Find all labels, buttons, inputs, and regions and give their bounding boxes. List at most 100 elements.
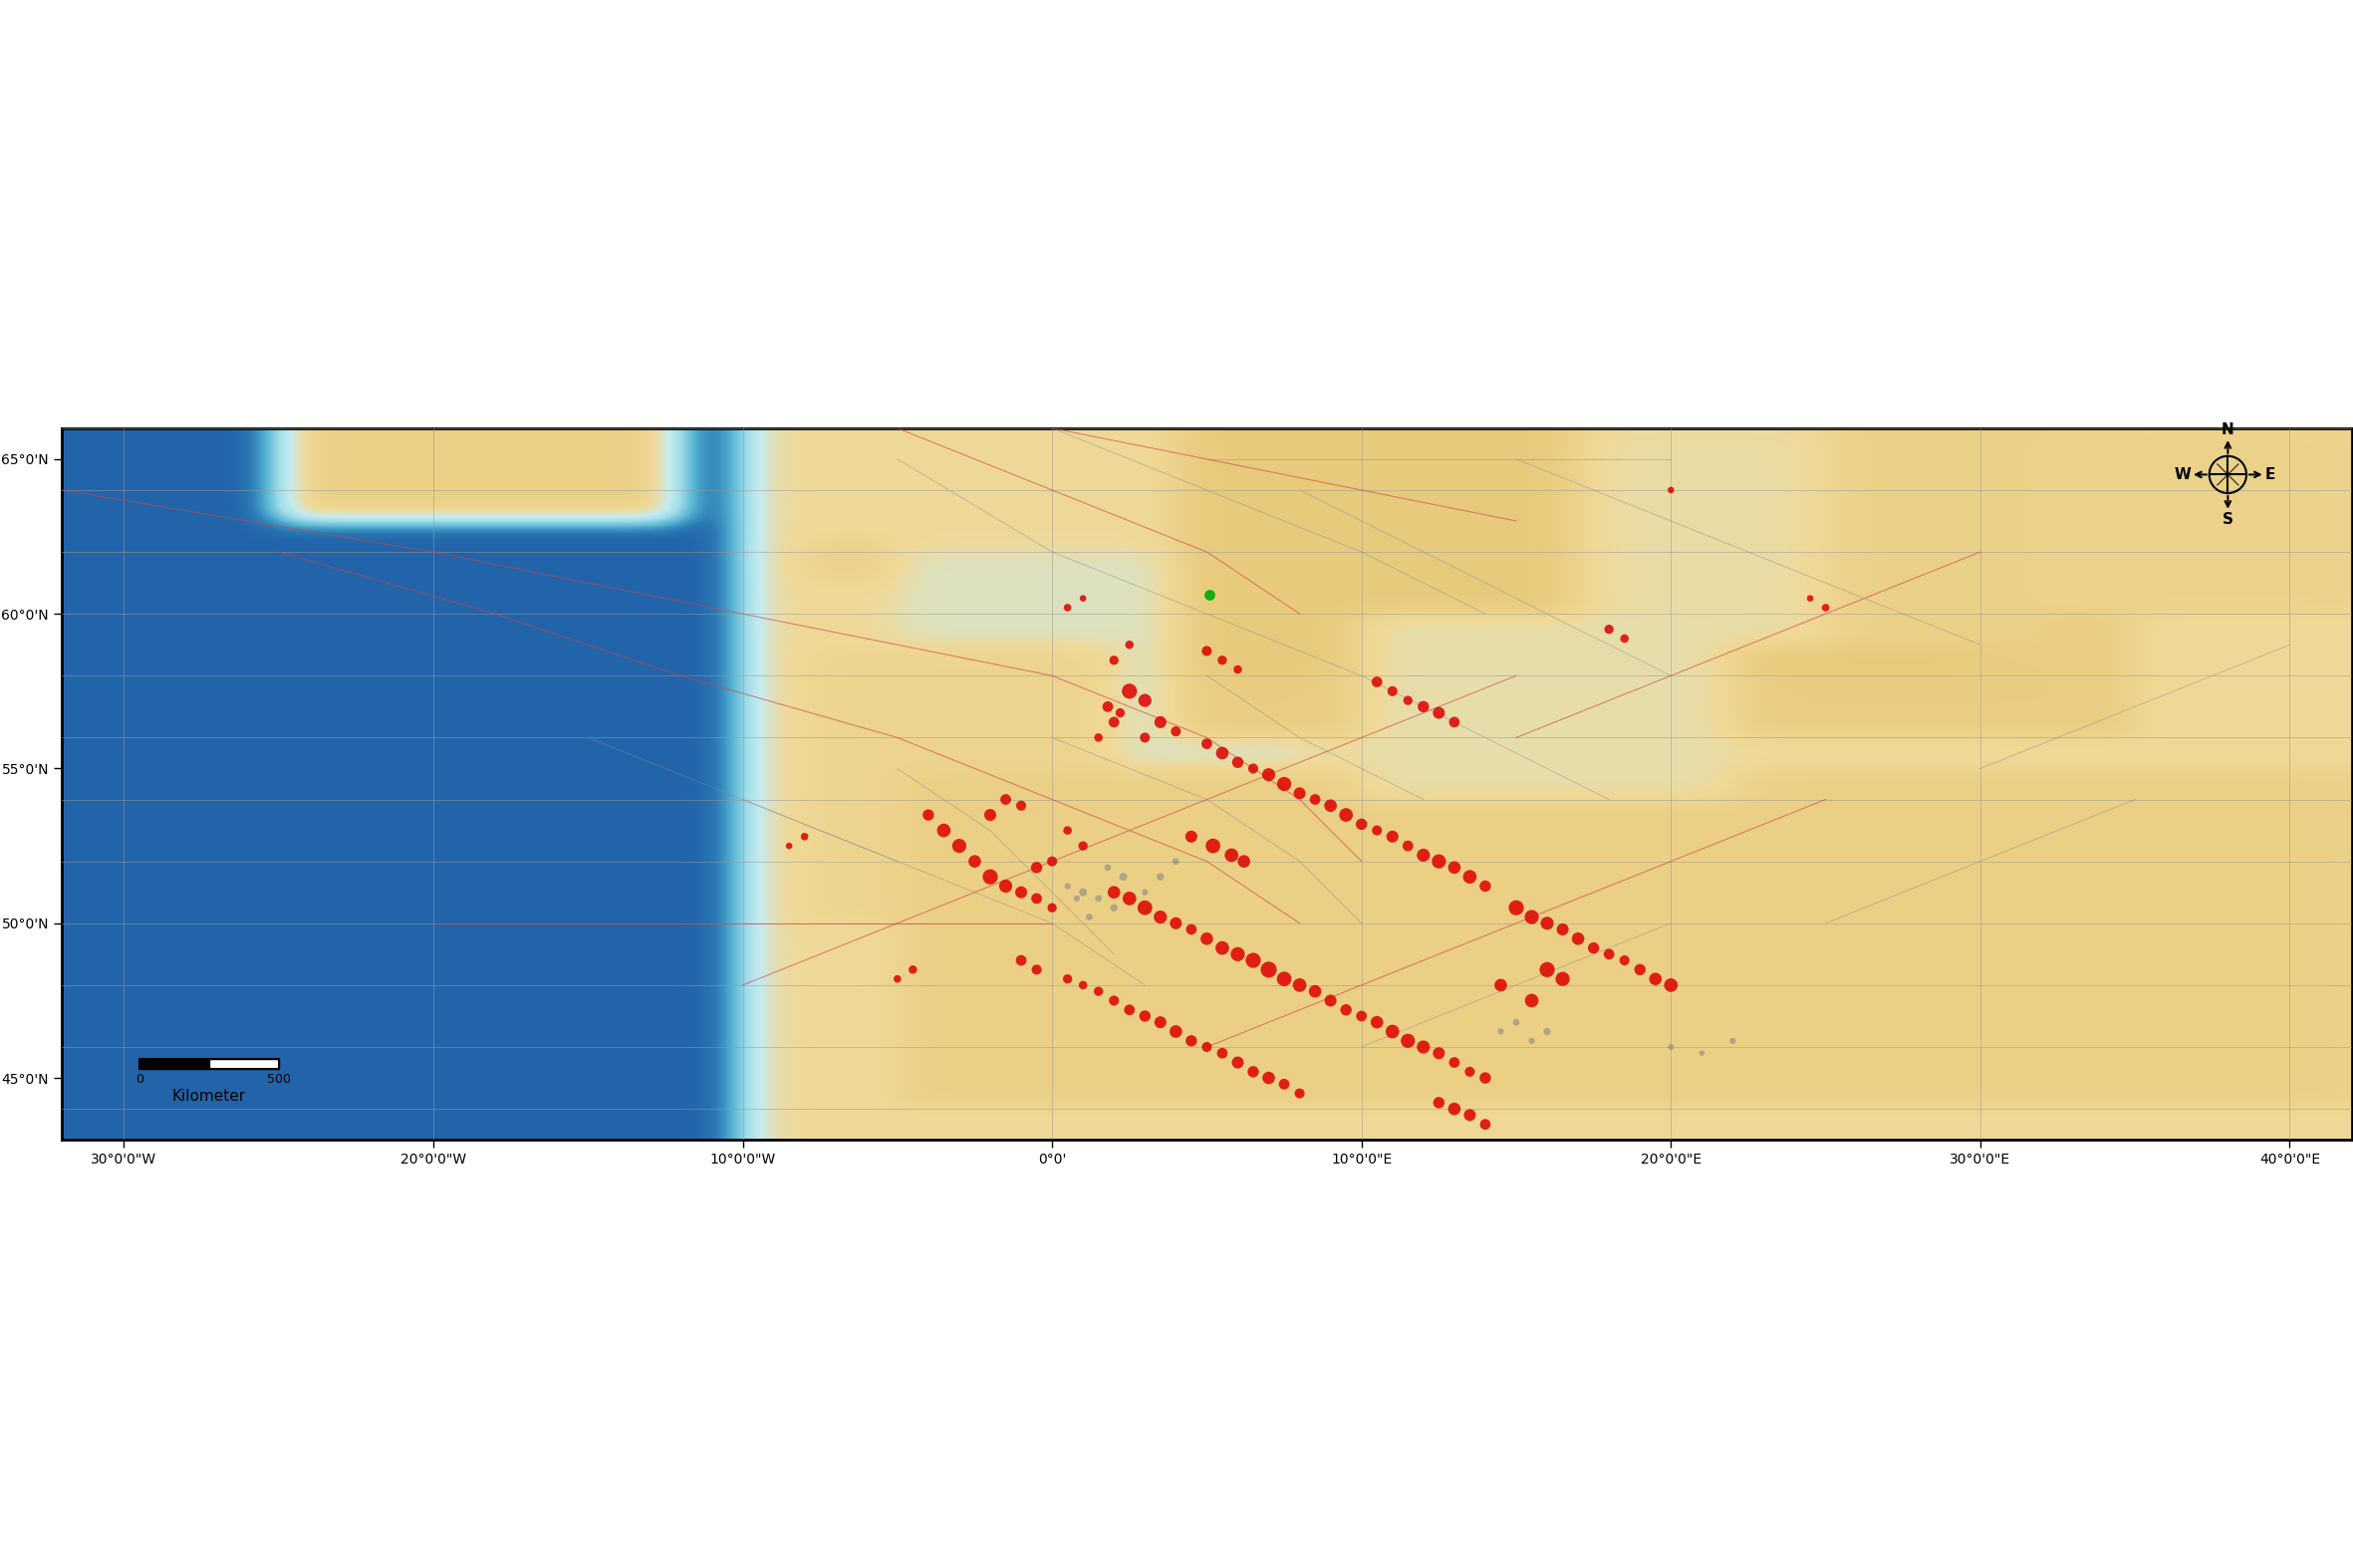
- Point: [1049, 596, 1087, 621]
- Point: [1560, 927, 1598, 952]
- Point: [1452, 864, 1489, 889]
- Point: [1019, 956, 1056, 982]
- Point: [1466, 873, 1504, 898]
- Point: [1513, 905, 1551, 930]
- Point: [1202, 648, 1240, 673]
- Point: [1638, 966, 1675, 991]
- Point: [1080, 724, 1118, 750]
- Point: [1266, 771, 1304, 797]
- Point: [1089, 855, 1127, 880]
- Point: [1158, 1019, 1195, 1044]
- Point: [1652, 1035, 1689, 1060]
- Point: [1202, 740, 1240, 765]
- Point: [972, 803, 1009, 828]
- Point: [769, 833, 807, 858]
- Point: [1466, 1065, 1504, 1090]
- Point: [955, 848, 993, 873]
- Point: [1388, 1029, 1426, 1054]
- Point: [1033, 895, 1071, 920]
- Point: [1249, 1065, 1287, 1090]
- Point: [1202, 936, 1240, 961]
- Point: [1080, 978, 1118, 1004]
- Point: [1605, 626, 1642, 651]
- Point: [1405, 842, 1442, 867]
- Point: [1101, 701, 1139, 726]
- Point: [1344, 1004, 1381, 1029]
- Point: [1111, 997, 1148, 1022]
- Point: [1435, 710, 1473, 735]
- Point: [1791, 586, 1828, 612]
- Point: [1388, 833, 1426, 858]
- Point: [1219, 750, 1257, 775]
- Point: [925, 818, 962, 844]
- Point: [1297, 787, 1334, 812]
- Point: [1191, 583, 1228, 608]
- Point: [1544, 917, 1581, 942]
- Point: [941, 833, 979, 858]
- Point: [1127, 895, 1165, 920]
- Point: [1249, 956, 1287, 982]
- Point: [1111, 886, 1148, 911]
- Point: [1219, 942, 1257, 967]
- Text: S: S: [2221, 511, 2233, 527]
- Point: [1358, 818, 1395, 844]
- Point: [1188, 638, 1226, 663]
- Point: [1141, 1010, 1179, 1035]
- Point: [1049, 966, 1087, 991]
- Point: [1002, 947, 1040, 972]
- Text: 500: 500: [266, 1074, 289, 1087]
- Point: [878, 966, 915, 991]
- Point: [1419, 1090, 1457, 1115]
- Point: [1064, 972, 1101, 997]
- Point: [1127, 688, 1165, 713]
- Text: Kilometer: Kilometer: [172, 1088, 245, 1104]
- Point: [1127, 724, 1165, 750]
- Point: [1127, 880, 1165, 905]
- Point: [1111, 679, 1148, 704]
- Point: [1094, 880, 1132, 905]
- Point: [1344, 812, 1381, 837]
- Point: [1405, 695, 1442, 720]
- Point: [1497, 895, 1534, 920]
- Point: [1529, 1019, 1567, 1044]
- Point: [1807, 596, 1845, 621]
- Point: [1419, 701, 1457, 726]
- Point: [986, 873, 1024, 898]
- Point: [1019, 886, 1056, 911]
- Point: [1419, 1041, 1457, 1066]
- Point: [1049, 818, 1087, 844]
- Point: [1141, 864, 1179, 889]
- Point: [1497, 1010, 1534, 1035]
- Point: [1591, 616, 1628, 641]
- Point: [1002, 880, 1040, 905]
- Point: [1280, 972, 1318, 997]
- Point: [1158, 911, 1195, 936]
- Point: [1405, 1035, 1442, 1060]
- Point: [1358, 670, 1395, 695]
- Point: [1311, 988, 1348, 1013]
- Point: [1002, 793, 1040, 818]
- Point: [1358, 1010, 1395, 1035]
- Text: 0: 0: [136, 1074, 144, 1087]
- Point: [1482, 1019, 1520, 1044]
- Point: [1158, 848, 1195, 873]
- Point: [1374, 1019, 1412, 1044]
- Point: [1419, 848, 1457, 873]
- Point: [1327, 803, 1365, 828]
- Point: [1482, 972, 1520, 997]
- Text: W: W: [2174, 467, 2191, 481]
- Point: [911, 803, 948, 828]
- Point: [1064, 833, 1101, 858]
- Point: [1104, 864, 1141, 889]
- Point: [1374, 679, 1412, 704]
- Point: [1188, 1035, 1226, 1060]
- Point: [1033, 848, 1071, 873]
- Point: [1202, 1041, 1240, 1066]
- Point: [1064, 880, 1101, 905]
- Point: [1652, 478, 1689, 503]
- Point: [1327, 997, 1365, 1022]
- Point: [1195, 833, 1233, 858]
- Text: E: E: [2266, 467, 2275, 481]
- Point: [1219, 657, 1257, 682]
- Point: [1059, 886, 1096, 911]
